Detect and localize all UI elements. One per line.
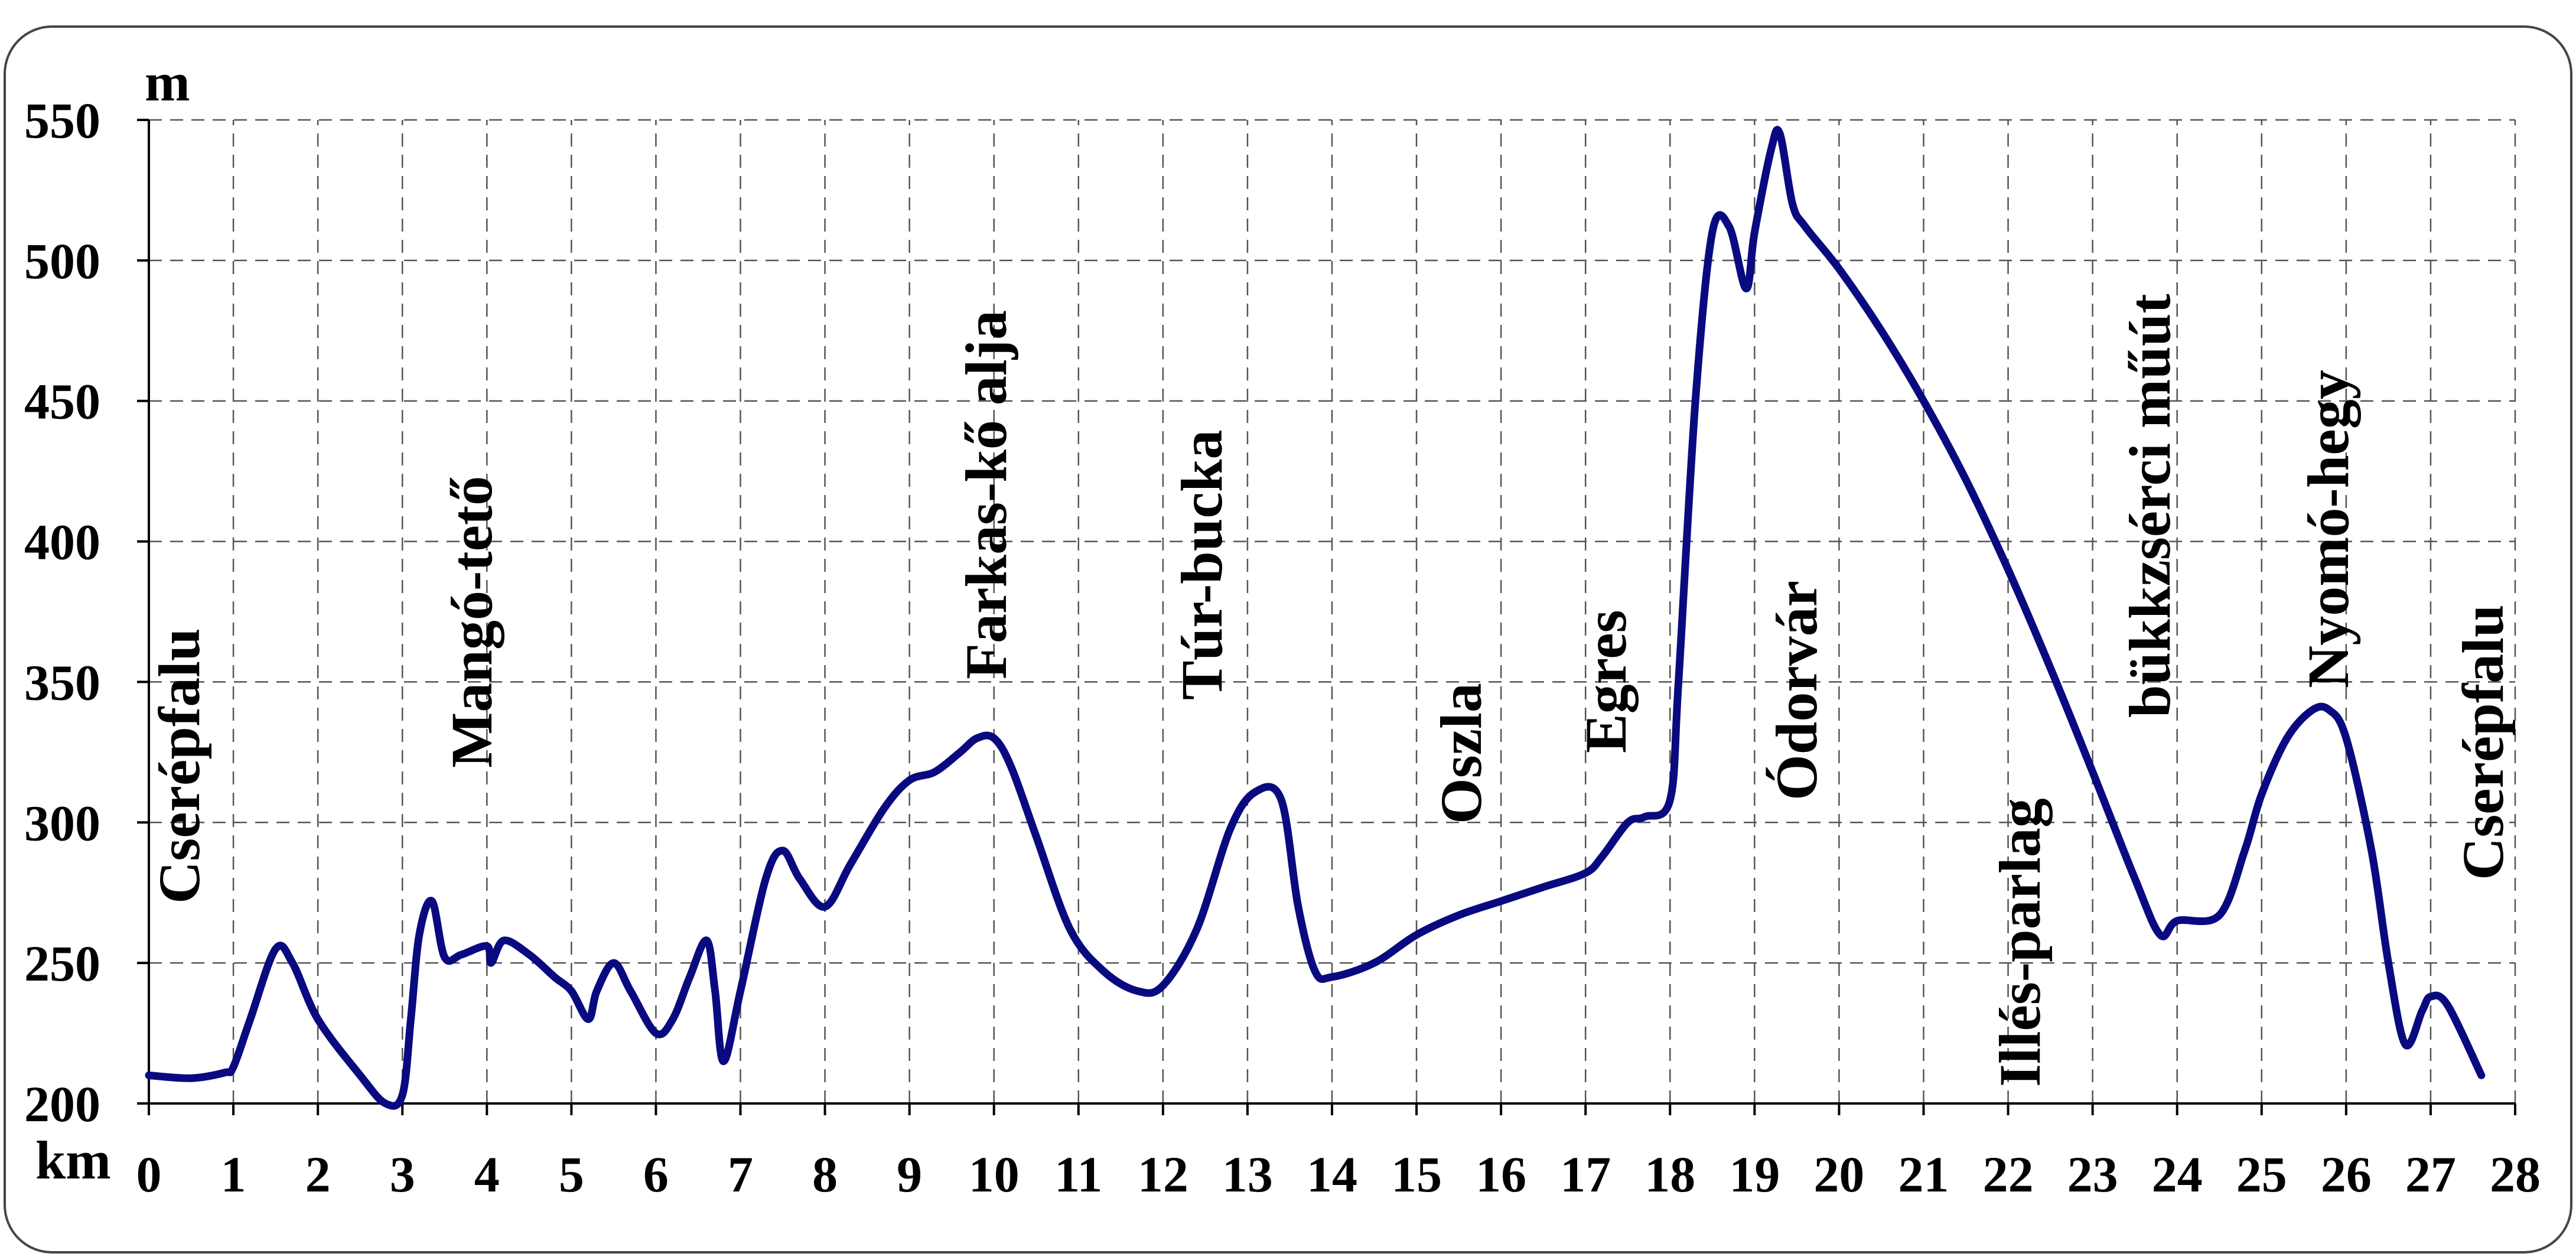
x-axis-unit-label: km [35,1130,111,1190]
x-tick-label: 18 [1644,1146,1695,1203]
x-tick-label: 26 [2321,1146,2372,1203]
place-label-oszla: Oszla [1428,683,1494,824]
x-tick-label: 1 [221,1146,246,1203]
y-tick-label: 250 [24,935,100,992]
y-tick-label: 400 [24,514,100,571]
x-tick-label: 6 [643,1146,669,1203]
x-tick-label: 0 [136,1146,162,1203]
place-labels: Cserépfalu Mangó-tető Farkas-kő alja Túr… [146,294,2516,1087]
place-label-illes-parlag: Illés-parlag [1987,798,2053,1087]
y-tick-label: 500 [24,233,100,289]
place-label-farkas-ko-alja: Farkas-kő alja [953,310,1019,679]
x-tick-label: 4 [474,1146,500,1203]
x-tick-label: 5 [559,1146,584,1203]
axes: 0 1 2 3 4 5 6 7 8 9 10 11 12 13 14 15 16 17 18 19 20 21 22 23 24… [24,92,2541,1203]
place-label-odorvar: Ódorvár [1764,581,1829,800]
grid [149,119,2516,1103]
elevation-line [145,126,2486,1110]
x-tick-label: 28 [2490,1146,2541,1203]
place-label-cserepfalu-end: Cserépfalu [2450,604,2516,880]
x-tick-label: 20 [1813,1146,1864,1203]
place-label-mango-teto: Mangó-tető [439,476,504,768]
place-label-nyomo-hegy: Nyomó-hegy [2295,370,2361,688]
place-label-bukkzserci-muut: bükkzsérci műút [2117,294,2183,718]
x-tick-label: 23 [2067,1146,2118,1203]
place-label-tur-bucka: Túr-bucka [1169,429,1235,700]
x-tick-label: 13 [1222,1146,1273,1203]
x-tick-label: 9 [897,1146,922,1203]
x-tick-label: 22 [1983,1146,2034,1203]
x-tick-label: 21 [1898,1146,1949,1203]
x-tick-label: 27 [2405,1146,2456,1203]
x-tick-label: 16 [1476,1146,1526,1203]
x-tick-label: 8 [812,1146,838,1203]
x-tick-label: 24 [2152,1146,2203,1203]
x-tick-label: 15 [1391,1146,1442,1203]
x-tick-label: 11 [1054,1146,1102,1203]
x-tick-label: 14 [1307,1146,1357,1203]
chart-frame [4,25,2572,1254]
x-tick-label: 17 [1560,1146,1611,1203]
x-tick-label: 3 [390,1146,415,1203]
y-tick-label: 350 [24,654,100,711]
x-tick-label: 2 [305,1146,331,1203]
y-tick-label: 200 [24,1076,100,1132]
x-tick-label: 25 [2236,1146,2287,1203]
y-axis-unit-label: m [145,52,190,112]
x-tick-label: 12 [1138,1146,1188,1203]
y-tick-label: 450 [24,373,100,430]
x-tick-label: 10 [969,1146,1020,1203]
place-label-egres: Egres [1573,610,1639,753]
x-tick-label: 7 [728,1146,753,1203]
y-tick-label: 300 [24,795,100,851]
y-tick-label: 550 [24,92,100,149]
x-tick-label: 19 [1729,1146,1780,1203]
place-label-cserepfalu-start: Cserépfalu [146,628,212,904]
